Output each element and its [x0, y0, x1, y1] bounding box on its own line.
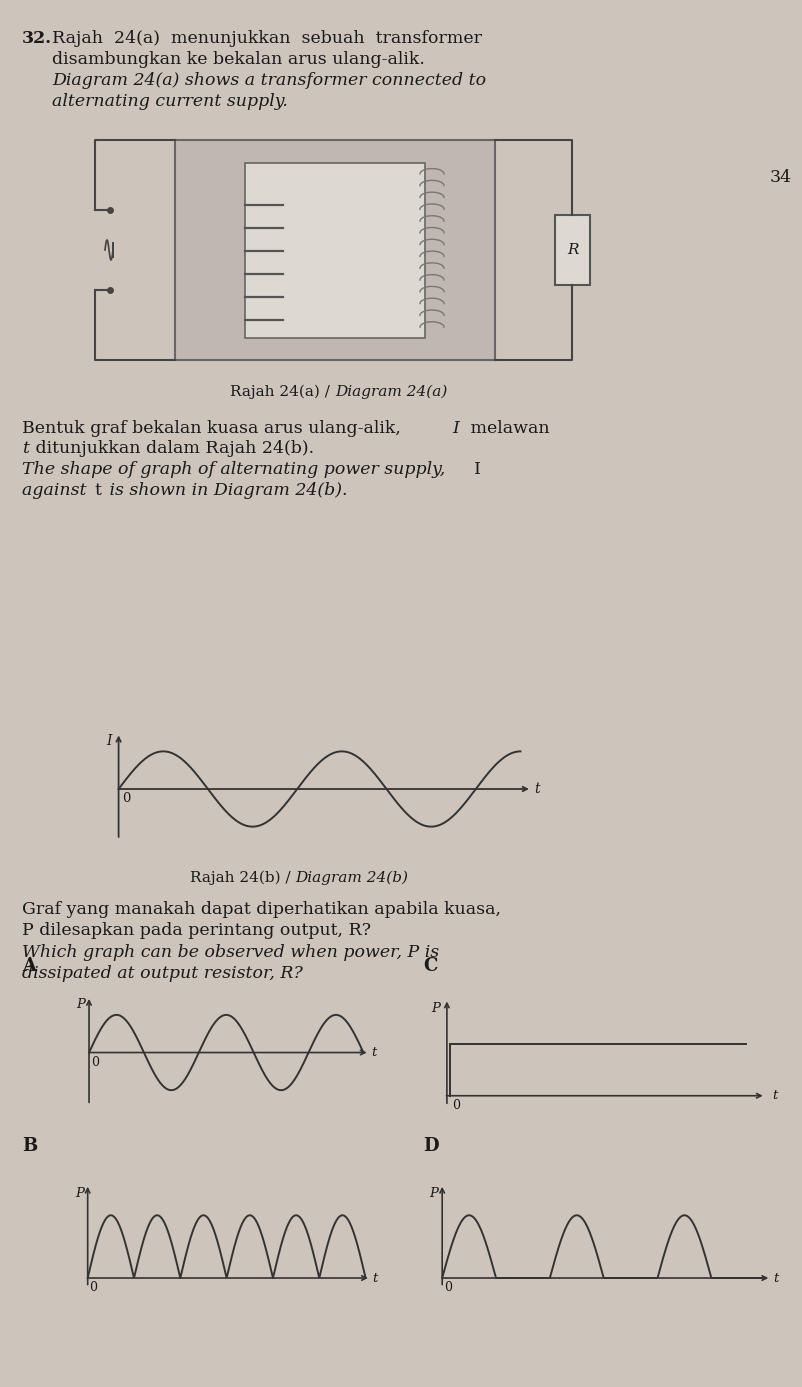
Text: R: R: [566, 243, 577, 257]
Text: t: t: [22, 440, 29, 456]
Text: t: t: [772, 1089, 776, 1103]
Text: Graf yang manakah dapat diperhatikan apabila kuasa,: Graf yang manakah dapat diperhatikan apa…: [22, 902, 500, 918]
Text: Rajah 24(a) /: Rajah 24(a) /: [230, 386, 334, 399]
Text: P: P: [431, 1001, 439, 1015]
Text: The shape of graph of alternating power supply,: The shape of graph of alternating power …: [22, 460, 450, 479]
Text: against: against: [22, 483, 92, 499]
Text: ditunjukkan dalam Rajah 24(b).: ditunjukkan dalam Rajah 24(b).: [30, 440, 314, 456]
Text: Rajah  24(a)  menunjukkan  sebuah  transformer: Rajah 24(a) menunjukkan sebuah transform…: [52, 31, 481, 47]
Text: 0: 0: [444, 1282, 452, 1294]
Text: Diagram 24(a): Diagram 24(a): [334, 386, 447, 399]
Text: 32.: 32.: [22, 31, 52, 47]
Text: P: P: [428, 1187, 437, 1200]
Text: dissipated at output resistor, R?: dissipated at output resistor, R?: [22, 965, 302, 982]
Text: disambungkan ke bekalan arus ulang-alik.: disambungkan ke bekalan arus ulang-alik.: [52, 51, 424, 68]
Bar: [554, 215, 589, 284]
Text: melawan: melawan: [464, 420, 549, 437]
Text: t: t: [95, 483, 102, 499]
Text: t: t: [371, 1046, 376, 1060]
Text: 0: 0: [89, 1282, 97, 1294]
Text: Which graph can be observed when power, P is: Which graph can be observed when power, …: [22, 945, 439, 961]
Text: C: C: [423, 957, 437, 975]
Text: A: A: [22, 957, 36, 975]
Text: 34: 34: [769, 168, 791, 186]
Text: t: t: [534, 782, 540, 796]
Bar: [245, 164, 424, 338]
Text: t: t: [372, 1272, 377, 1284]
Text: P dilesapkan pada perintang output, R?: P dilesapkan pada perintang output, R?: [22, 922, 371, 939]
Text: I: I: [473, 460, 480, 479]
Text: alternating current supply.: alternating current supply.: [52, 93, 287, 110]
Text: 0: 0: [122, 792, 130, 804]
Text: Diagram 24(a) shows a transformer connected to: Diagram 24(a) shows a transformer connec…: [52, 72, 485, 89]
Text: P: P: [75, 1187, 84, 1200]
Bar: [175, 140, 494, 361]
Text: D: D: [423, 1137, 439, 1155]
Text: t: t: [772, 1272, 777, 1284]
Text: Diagram 24(b): Diagram 24(b): [295, 871, 407, 885]
Text: 0: 0: [91, 1057, 99, 1069]
Text: I: I: [106, 735, 111, 749]
Text: B: B: [22, 1137, 37, 1155]
Text: P: P: [75, 999, 84, 1011]
Text: Bentuk graf bekalan kuasa arus ulang-alik,: Bentuk graf bekalan kuasa arus ulang-ali…: [22, 420, 406, 437]
Text: is shown in Diagram 24(b).: is shown in Diagram 24(b).: [104, 483, 347, 499]
Text: I: I: [452, 420, 458, 437]
Text: Rajah 24(b) /: Rajah 24(b) /: [189, 871, 295, 885]
Text: 0: 0: [452, 1099, 460, 1112]
